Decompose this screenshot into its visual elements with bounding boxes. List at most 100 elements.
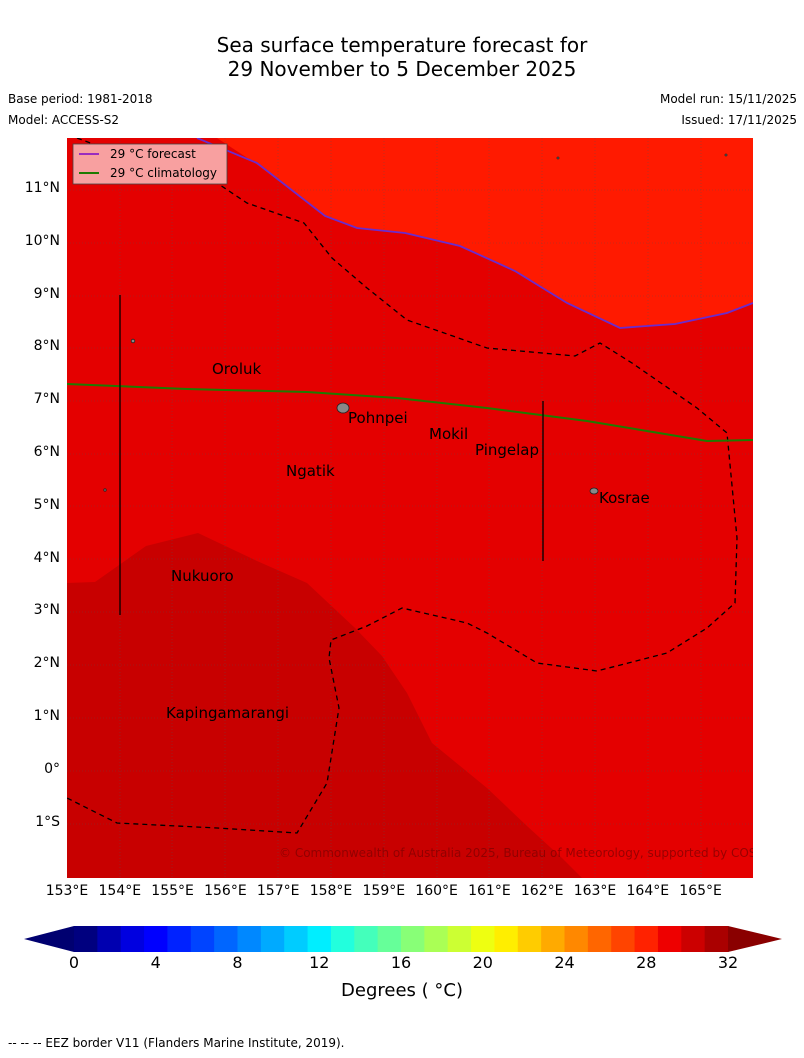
colorbar-segment — [330, 926, 355, 952]
colorbar-segment — [190, 926, 215, 952]
ngatik-island — [103, 488, 107, 492]
lat-tick-label: 4°N — [33, 549, 60, 566]
lat-tick-label: 2°N — [33, 655, 60, 672]
issued-date: Issued: 17/11/2025 — [681, 113, 797, 127]
colorbar-segment — [587, 926, 612, 952]
colorbar-segment — [447, 926, 472, 952]
colorbar-min-arrow — [24, 926, 74, 952]
colorbar-segment — [260, 926, 285, 952]
colorbar-tick-label: 32 — [717, 953, 739, 972]
lon-tick-label: 154°E — [98, 883, 142, 899]
place-kapingamarangi: Kapingamarangi — [166, 704, 289, 722]
legend-climatology-label: 29 °C climatology — [110, 166, 217, 180]
lon-tick-label: 153°E — [45, 883, 89, 899]
legend-forecast-label: 29 °C forecast — [110, 147, 196, 161]
colorbar-segment — [541, 926, 565, 952]
kosrae-island — [589, 487, 599, 495]
graticule — [67, 138, 753, 878]
sst-field-28-29 — [217, 138, 753, 328]
climatology-29c-contour — [67, 383, 753, 443]
lon-tick-label: 162°E — [520, 883, 564, 899]
eez-borders — [67, 138, 738, 834]
colorbar-tick-label: 16 — [390, 953, 412, 972]
colorbar-segment — [401, 926, 425, 952]
chart-title-line1: Sea surface temperature forecast for — [216, 33, 588, 57]
place-nukuoro: Nukuoro — [171, 567, 234, 585]
lon-tick-label: 158°E — [309, 883, 353, 899]
lon-tick-label: 165°E — [679, 883, 722, 899]
colorbar-segment — [74, 926, 98, 952]
place-pingelap: Pingelap — [475, 441, 539, 459]
colorbar-segment — [354, 926, 379, 952]
colorbar-segment — [611, 926, 636, 952]
lat-tick-label: 11°N — [24, 180, 60, 196]
northern-atoll-1 — [556, 156, 560, 160]
colorbar-segment — [657, 926, 682, 952]
colorbar-tick-label: 4 — [150, 953, 161, 972]
model-name: Model: ACCESS-S2 — [8, 113, 120, 127]
colorbar-segment — [704, 926, 729, 952]
colorbar-max-arrow — [728, 926, 782, 952]
colorbar-segment — [167, 926, 192, 952]
colorbar-segment — [307, 926, 332, 952]
base-period: Base period: 1981-2018 — [8, 92, 153, 106]
colorbar-segment — [97, 926, 122, 952]
colorbar-label: Degrees ( °C) — [341, 980, 463, 1001]
colorbar-tick-label: 0 — [68, 953, 80, 972]
pohnpei-island — [336, 402, 350, 414]
model-run: Model run: 15/11/2025 — [659, 92, 797, 106]
copyright-notice: © Commonwealth of Australia 2025, Bureau… — [279, 846, 753, 860]
legend-box — [72, 143, 228, 185]
colorbar-segment — [144, 926, 168, 952]
lon-tick-label: 164°E — [626, 883, 670, 899]
lat-tick-label: 3°N — [33, 602, 60, 619]
chart-title-line2: 29 November to 5 December 2025 — [227, 57, 577, 81]
sst-map: Oroluk Pohnpei Mokil Pingelap Ngatik Kos… — [67, 138, 753, 878]
colorbar-tick-label: 28 — [636, 953, 657, 972]
colorbar-segment — [681, 926, 706, 952]
lat-tick-label: 9°N — [33, 285, 60, 302]
colorbar-segment — [237, 926, 262, 952]
colorbar-segment — [517, 926, 542, 952]
colorbar-segment — [284, 926, 309, 952]
lat-tick-label: 6°N — [33, 444, 60, 460]
lat-tick-label: 0° — [44, 760, 60, 777]
lon-tick-label: 161°E — [468, 883, 511, 899]
lat-tick-label: 1°N — [33, 708, 60, 724]
lat-tick-label: 5°N — [33, 496, 60, 513]
colorbar — [24, 926, 782, 952]
colorbar-tick-label: 12 — [309, 953, 330, 972]
colorbar-tick-label: 24 — [554, 953, 575, 972]
lat-tick-label: 8°N — [33, 338, 60, 355]
lon-tick-label: 159°E — [362, 883, 406, 899]
lon-tick-label: 163°E — [573, 883, 617, 899]
lon-tick-label: 156°E — [204, 883, 247, 899]
colorbar-segment — [377, 926, 402, 952]
sst-field-30-31 — [67, 533, 582, 878]
colorbar-segment — [120, 926, 145, 952]
place-pohnpei: Pohnpei — [348, 409, 408, 427]
place-ngatik: Ngatik — [286, 462, 335, 480]
lon-tick-label: 157°E — [256, 883, 300, 899]
forecast-29c-contour — [196, 138, 753, 329]
lat-tick-label: 1°S — [35, 813, 60, 830]
place-mokil: Mokil — [429, 425, 468, 443]
colorbar-segment — [634, 926, 659, 952]
place-oroluk: Oroluk — [212, 360, 261, 378]
map-legend: 29 °C forecast 29 °C climatology — [72, 143, 228, 185]
colorbar-segment — [494, 926, 519, 952]
colorbar-segment — [471, 926, 495, 952]
colorbar-tick-label: 8 — [232, 953, 243, 972]
colorbar-segment — [214, 926, 238, 952]
place-kosrae: Kosrae — [599, 489, 650, 507]
lat-tick-label: 10°N — [24, 232, 60, 249]
lon-tick-label: 160°E — [415, 883, 458, 899]
colorbar-segment — [424, 926, 449, 952]
map-svg: Oroluk Pohnpei Mokil Pingelap Ngatik Kos… — [67, 138, 753, 878]
oroluk-island — [130, 338, 136, 344]
footer-note: -- -- -- EEZ border V11 (Flanders Marine… — [8, 1036, 345, 1050]
islands — [103, 153, 728, 495]
northern-atoll-2 — [724, 153, 728, 157]
colorbar-segment — [564, 926, 589, 952]
colorbar-tick-label: 20 — [472, 953, 493, 972]
